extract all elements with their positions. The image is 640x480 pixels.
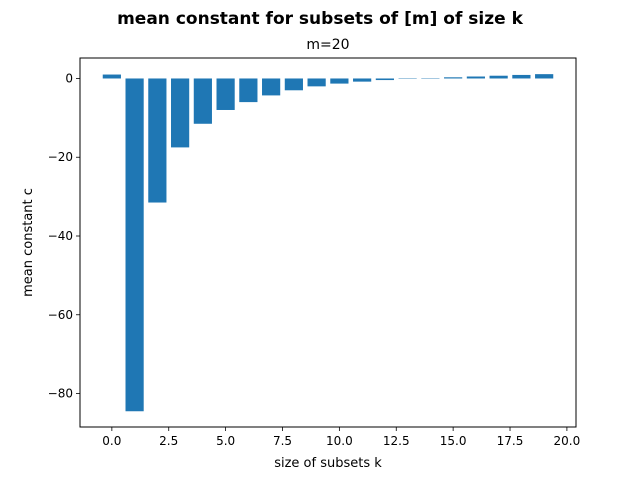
y-tick-label: −40 xyxy=(48,229,73,243)
y-tick-group: 0 −20 −40 −60 −80 xyxy=(48,71,80,401)
bar-k-16 xyxy=(466,76,485,79)
bar-k-19 xyxy=(535,74,554,79)
figure-suptitle: mean constant for subsets of [m] of size… xyxy=(117,9,523,29)
y-tick-label: −20 xyxy=(48,150,73,164)
y-tick-label: 0 xyxy=(65,71,73,85)
x-tick-label: 15.0 xyxy=(440,434,467,448)
bar-k-15 xyxy=(444,77,463,79)
x-tick-label: 12.5 xyxy=(383,434,410,448)
axes-title: m=20 xyxy=(306,37,349,53)
bar-k-5 xyxy=(216,78,235,110)
bar-k-10 xyxy=(330,78,349,84)
x-tick-label: 2.5 xyxy=(159,434,178,448)
y-axis-label: mean constant c xyxy=(21,188,36,297)
x-tick-label: 20.0 xyxy=(554,434,581,448)
x-tick-group: 0.0 2.5 5.0 7.5 10.0 12.5 15.0 17.5 20.0 xyxy=(102,427,580,448)
bar-k-4 xyxy=(193,78,212,124)
bar-k-0 xyxy=(102,74,121,79)
bar-k-12 xyxy=(375,78,394,81)
bar-k-2 xyxy=(148,78,167,203)
x-axis-label: size of subsets k xyxy=(274,456,382,471)
bar-group xyxy=(102,74,554,412)
bar-k-7 xyxy=(262,78,281,96)
bar-k-3 xyxy=(171,78,190,148)
x-tick-label: 7.5 xyxy=(273,434,292,448)
x-tick-label: 5.0 xyxy=(216,434,235,448)
bar-k-6 xyxy=(239,78,258,103)
bar-k-11 xyxy=(353,78,372,82)
bar-k-9 xyxy=(307,78,326,87)
bar-k-8 xyxy=(284,78,303,91)
y-tick-label: −80 xyxy=(48,387,73,401)
bar-k-17 xyxy=(489,75,508,79)
axes-frame xyxy=(79,57,577,428)
y-tick-label: −60 xyxy=(48,308,73,322)
x-tick-label: 10.0 xyxy=(326,434,353,448)
bar-k-18 xyxy=(512,74,531,79)
x-tick-label: 17.5 xyxy=(497,434,524,448)
bar-k-1 xyxy=(125,78,144,412)
x-tick-label: 0.0 xyxy=(102,434,121,448)
